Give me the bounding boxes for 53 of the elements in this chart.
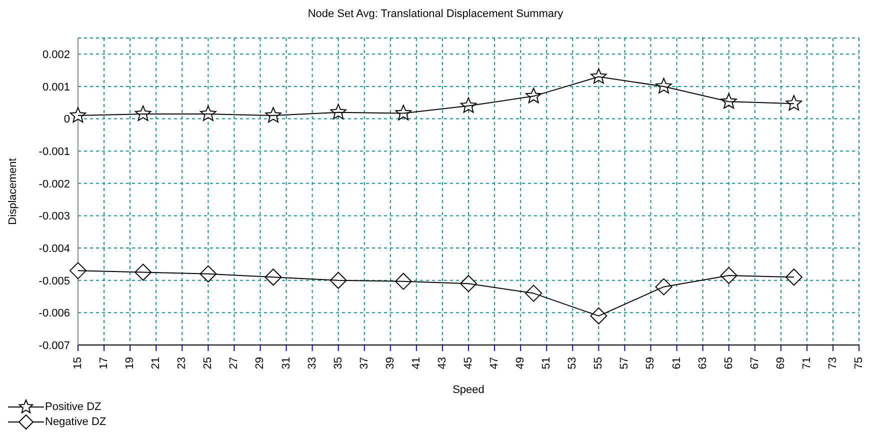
x-tick-label: 19	[124, 357, 136, 370]
x-tick-label: 49	[514, 357, 527, 370]
x-tick-label: 73	[826, 357, 839, 370]
x-tick-label: 61	[670, 357, 683, 370]
y-tick-label: 0.002	[42, 49, 70, 62]
x-tick-label: 43	[436, 357, 448, 370]
x-tick-label: 67	[748, 357, 761, 370]
y-tick-label: -0.001	[38, 146, 70, 158]
x-tick-label: 57	[618, 357, 631, 370]
x-tick-label: 45	[462, 357, 474, 370]
point	[590, 307, 608, 324]
x-tick-label: 39	[384, 357, 396, 370]
x-tick-label: 29	[254, 357, 266, 370]
y-tick-label: -0.003	[38, 210, 70, 223]
y-tick-label: 0.001	[42, 81, 70, 94]
x-tick-label: 47	[488, 357, 501, 370]
point	[785, 268, 802, 286]
x-axis-title: Speed	[452, 384, 484, 396]
chart-title: Node Set Avg: Translational Displacement Summary	[306, 8, 564, 22]
x-tick-label: 51	[540, 357, 553, 370]
x-tick-label: 37	[358, 357, 370, 370]
x-tick-label: 17	[98, 357, 110, 370]
point	[655, 278, 672, 296]
x-tick-label: 65	[722, 357, 735, 370]
x-tick-label: 31	[280, 357, 292, 370]
y-tick-label: -0.004	[38, 242, 70, 255]
x-tick-label: 33	[306, 357, 318, 370]
x-tick-label: 75	[853, 357, 865, 370]
x-tick-label: 27	[228, 357, 240, 370]
x-tick-label: 71	[800, 357, 813, 370]
x-tick-label: 55	[592, 357, 605, 370]
y-tick-label: -0.007	[38, 340, 70, 352]
y-tick-label: -0.005	[38, 275, 70, 288]
point	[70, 262, 86, 280]
point	[70, 107, 86, 123]
legend-label: Positive DZ	[45, 400, 102, 412]
x-tick-label: 21	[150, 357, 162, 370]
x-tick-label: 59	[644, 357, 657, 370]
x-tick-label: 41	[410, 357, 422, 370]
y-tick-label: -0.006	[38, 308, 70, 320]
y-tick-label: 0	[64, 114, 70, 126]
x-tick-label: 25	[202, 357, 214, 370]
x-tick-label: 63	[696, 357, 709, 370]
x-tick-label: 23	[176, 357, 188, 370]
x-tick-label: 15	[72, 357, 84, 370]
y-tick-label: -0.002	[38, 178, 70, 190]
point	[786, 95, 802, 111]
x-tick-label: 53	[566, 357, 579, 370]
point	[590, 68, 607, 84]
y-axis-title: Displacement	[6, 158, 19, 225]
legend-label: Negative DZ	[45, 416, 106, 428]
x-tick-label: 69	[774, 357, 787, 370]
x-tick-label: 35	[332, 357, 344, 370]
